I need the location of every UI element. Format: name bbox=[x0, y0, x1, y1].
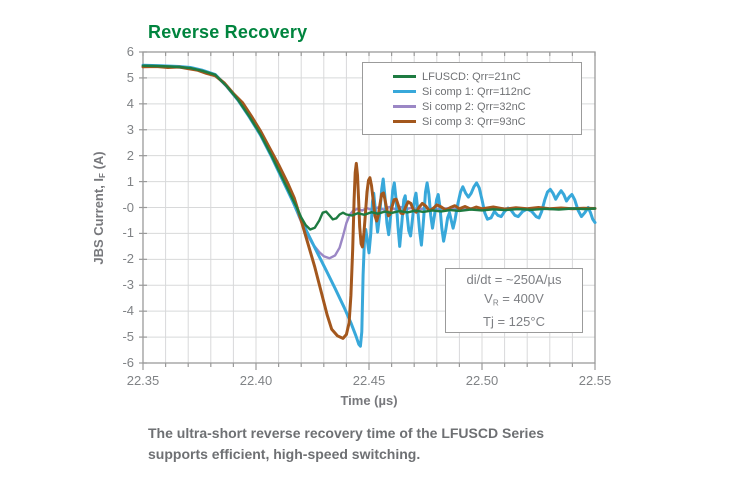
legend-line-swatch bbox=[393, 120, 416, 123]
y-tick-label: -5 bbox=[122, 329, 134, 345]
legend-item-label: LFUSCD: Qrr=21nC bbox=[422, 70, 521, 83]
y-tick-label: -3 bbox=[122, 277, 134, 293]
legend-item: LFUSCD: Qrr=21nC bbox=[393, 69, 581, 84]
legend-line-swatch bbox=[393, 90, 416, 93]
x-tick-label: 22.35 bbox=[126, 373, 160, 388]
series-line-si-comp-3 bbox=[141, 65, 597, 340]
y-tick-label: 5 bbox=[126, 69, 134, 85]
legend-item: Si comp 1: Qrr=112nC bbox=[393, 84, 581, 99]
test-conditions-annotation: di/dt = ~250A/µs VR = 400V Tj = 125°C bbox=[445, 268, 583, 333]
legend-item: Si comp 2: Qrr=32nC bbox=[393, 99, 581, 114]
y-tick-label: -1 bbox=[122, 225, 134, 241]
y-tick-label: -2 bbox=[122, 251, 134, 267]
series-line-lfuscd bbox=[141, 64, 597, 231]
x-tick-label: 22.55 bbox=[578, 373, 612, 388]
series-line-si-comp-1 bbox=[141, 63, 597, 348]
y-tick-label: 2 bbox=[126, 147, 134, 163]
legend-item: Si comp 3: Qrr=93nC bbox=[393, 114, 581, 129]
caption-line-2: supports efficient, high-speed switching… bbox=[148, 446, 421, 462]
caption-line-1: The ultra-short reverse recovery time of… bbox=[148, 425, 545, 441]
x-tick-label: 22.50 bbox=[465, 373, 499, 388]
y-tick-label: 4 bbox=[126, 95, 134, 111]
annotation-vr: VR = 400V bbox=[484, 290, 544, 308]
legend-item-label: Si comp 3: Qrr=93nC bbox=[422, 115, 526, 128]
figure-caption: The ultra-short reverse recovery time of… bbox=[148, 423, 608, 465]
data-series bbox=[141, 63, 597, 348]
annotation-didt: di/dt = ~250A/µs bbox=[466, 271, 562, 287]
legend-item-label: Si comp 1: Qrr=112nC bbox=[422, 85, 531, 98]
x-tick-label: 22.45 bbox=[352, 373, 386, 388]
legend-item-label: Si comp 2: Qrr=32nC bbox=[422, 100, 526, 113]
y-tick-label: 3 bbox=[126, 121, 134, 137]
y-tick-label: -0 bbox=[122, 199, 134, 215]
page-title: Reverse Recovery bbox=[148, 22, 308, 43]
y-tick-label: 6 bbox=[126, 44, 134, 59]
annotation-tj: Tj = 125°C bbox=[483, 314, 545, 330]
x-axis-title: Time (µs) bbox=[340, 393, 398, 408]
y-tick-label: -6 bbox=[122, 355, 134, 370]
legend-line-swatch bbox=[393, 105, 416, 108]
x-tick-label: 22.40 bbox=[239, 373, 273, 388]
legend-line-swatch bbox=[393, 75, 416, 78]
y-tick-label: 1 bbox=[126, 173, 134, 189]
y-tick-label: -4 bbox=[122, 303, 134, 319]
tick-marks bbox=[139, 51, 596, 370]
chart-legend: LFUSCD: Qrr=21nC Si comp 1: Qrr=112nC Si… bbox=[362, 62, 582, 135]
